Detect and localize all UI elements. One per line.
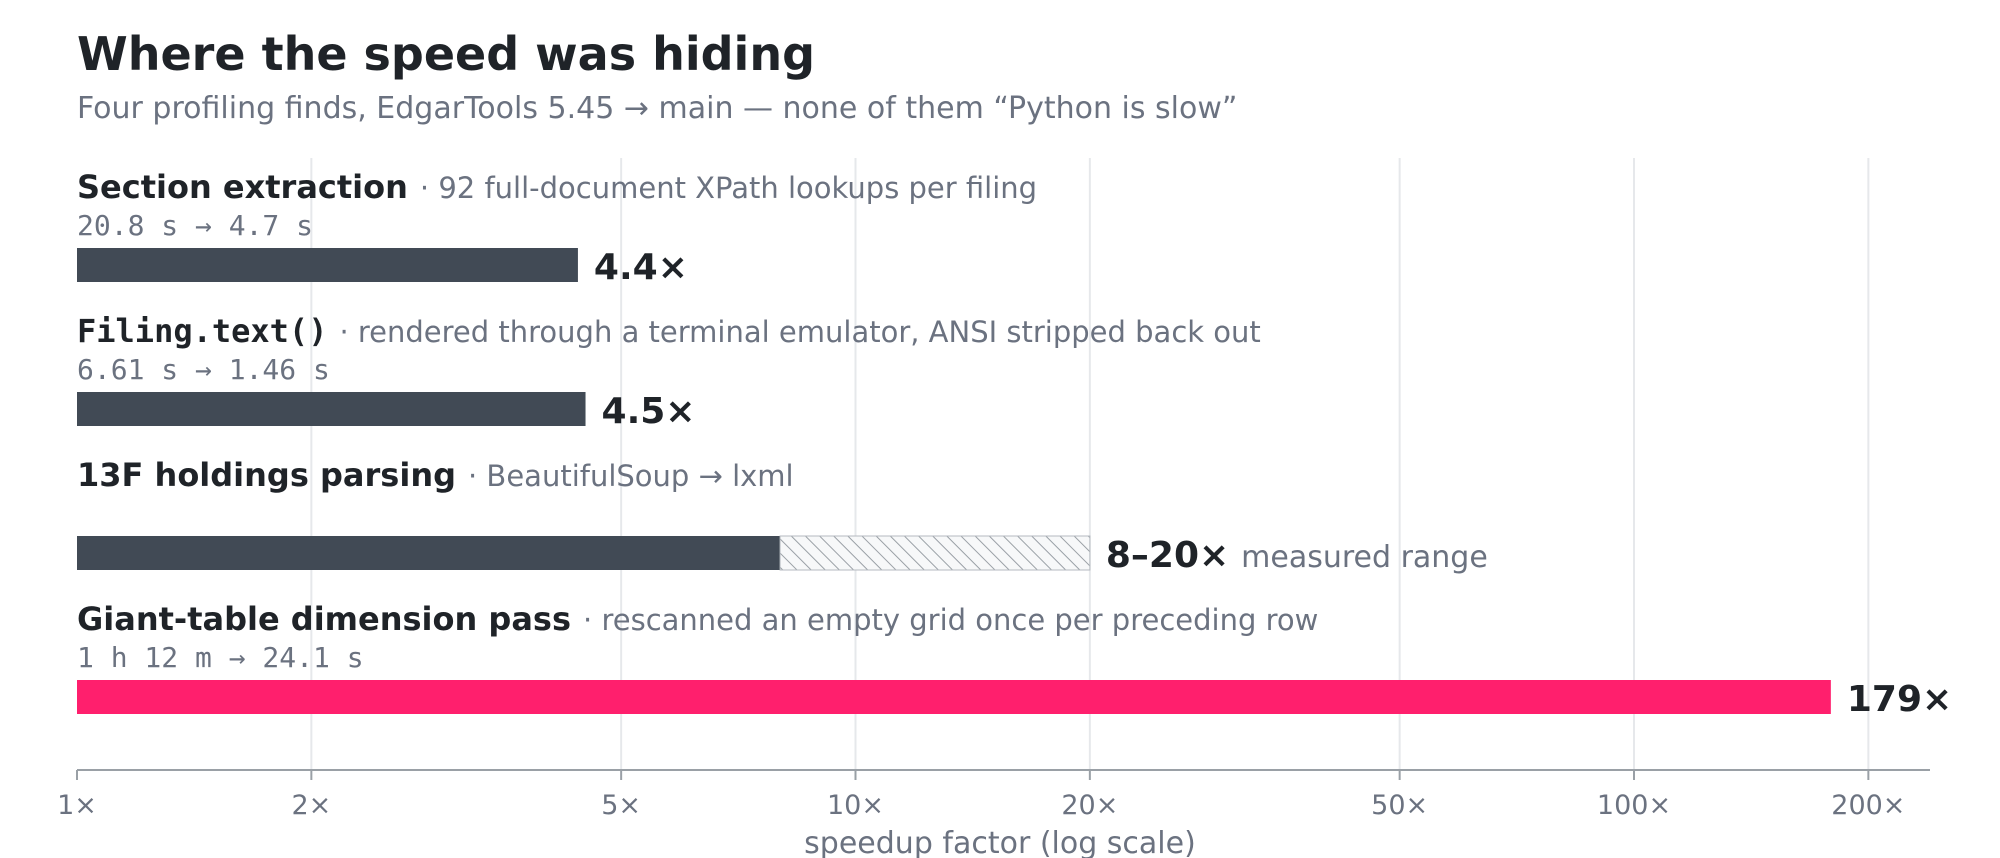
row-description: · rescanned an empty grid once per prece…	[583, 603, 1318, 637]
value-label: 8–20×	[1106, 535, 1229, 576]
x-tick-label: 1×	[57, 790, 97, 821]
row-title: Section extraction	[77, 168, 408, 206]
x-tick-label: 2×	[291, 790, 331, 821]
chart-row: Giant-table dimension pass · rescanned an…	[77, 600, 1952, 720]
chart-row: Section extraction · 92 full-document XPa…	[77, 168, 1037, 288]
bar	[77, 536, 781, 570]
row-description: · BeautifulSoup → lxml	[468, 459, 794, 493]
value-label-group: 8–20× measured range	[1106, 535, 1488, 576]
chart-row: 13F holdings parsing · BeautifulSoup → lx…	[77, 456, 1488, 576]
chart-title: Where the speed was hiding	[77, 27, 815, 81]
x-axis-label: speedup factor (log scale)	[804, 826, 1196, 858]
row-timing: 20.8 s → 4.7 s	[77, 209, 313, 242]
chart-row: Filing.text() · rendered through a termin…	[77, 312, 1261, 432]
value-label-group: 179×	[1847, 679, 1952, 720]
x-tick-label: 100×	[1597, 790, 1671, 821]
x-tick-label: 5×	[601, 790, 641, 821]
x-tick-label: 50×	[1371, 790, 1428, 821]
value-label: 179×	[1847, 679, 1952, 720]
range-bar	[779, 535, 1091, 571]
row-timing: 1 h 12 m → 24.1 s	[77, 641, 364, 674]
x-axis: 1× 2× 5× 10× 20× 50× 100× 200×	[57, 769, 1930, 821]
x-tick-label: 200×	[1831, 790, 1905, 821]
chart-subtitle: Four profiling finds, EdgarTools 5.45 → …	[77, 91, 1237, 126]
row-heading: Giant-table dimension pass · rescanned an…	[77, 600, 1318, 638]
value-label-group: 4.5×	[602, 391, 696, 432]
row-timing: 6.61 s → 1.46 s	[77, 353, 330, 386]
x-tick-label: 10×	[827, 790, 884, 821]
row-heading: Filing.text() · rendered through a termin…	[77, 312, 1261, 350]
grid-lines	[310, 158, 1870, 770]
row-title: 13F holdings parsing	[77, 456, 456, 494]
row-description: · rendered through a terminal emulator, …	[339, 315, 1260, 349]
bar	[77, 392, 586, 426]
bar	[77, 680, 1831, 714]
row-title: Giant-table dimension pass	[77, 600, 571, 638]
x-tick-label: 20×	[1061, 790, 1118, 821]
chart-rows: Section extraction · 92 full-document XPa…	[77, 168, 1952, 720]
row-description: · 92 full-document XPath lookups per fil…	[420, 171, 1037, 205]
row-heading: 13F holdings parsing · BeautifulSoup → lx…	[77, 456, 794, 494]
value-label: 4.4×	[594, 247, 688, 288]
value-label: 4.5×	[602, 391, 696, 432]
row-heading: Section extraction · 92 full-document XPa…	[77, 168, 1037, 206]
value-label-group: 4.4×	[594, 247, 688, 288]
bar	[77, 248, 578, 282]
row-title: Filing.text()	[77, 312, 327, 350]
value-note: measured range	[1241, 540, 1488, 575]
